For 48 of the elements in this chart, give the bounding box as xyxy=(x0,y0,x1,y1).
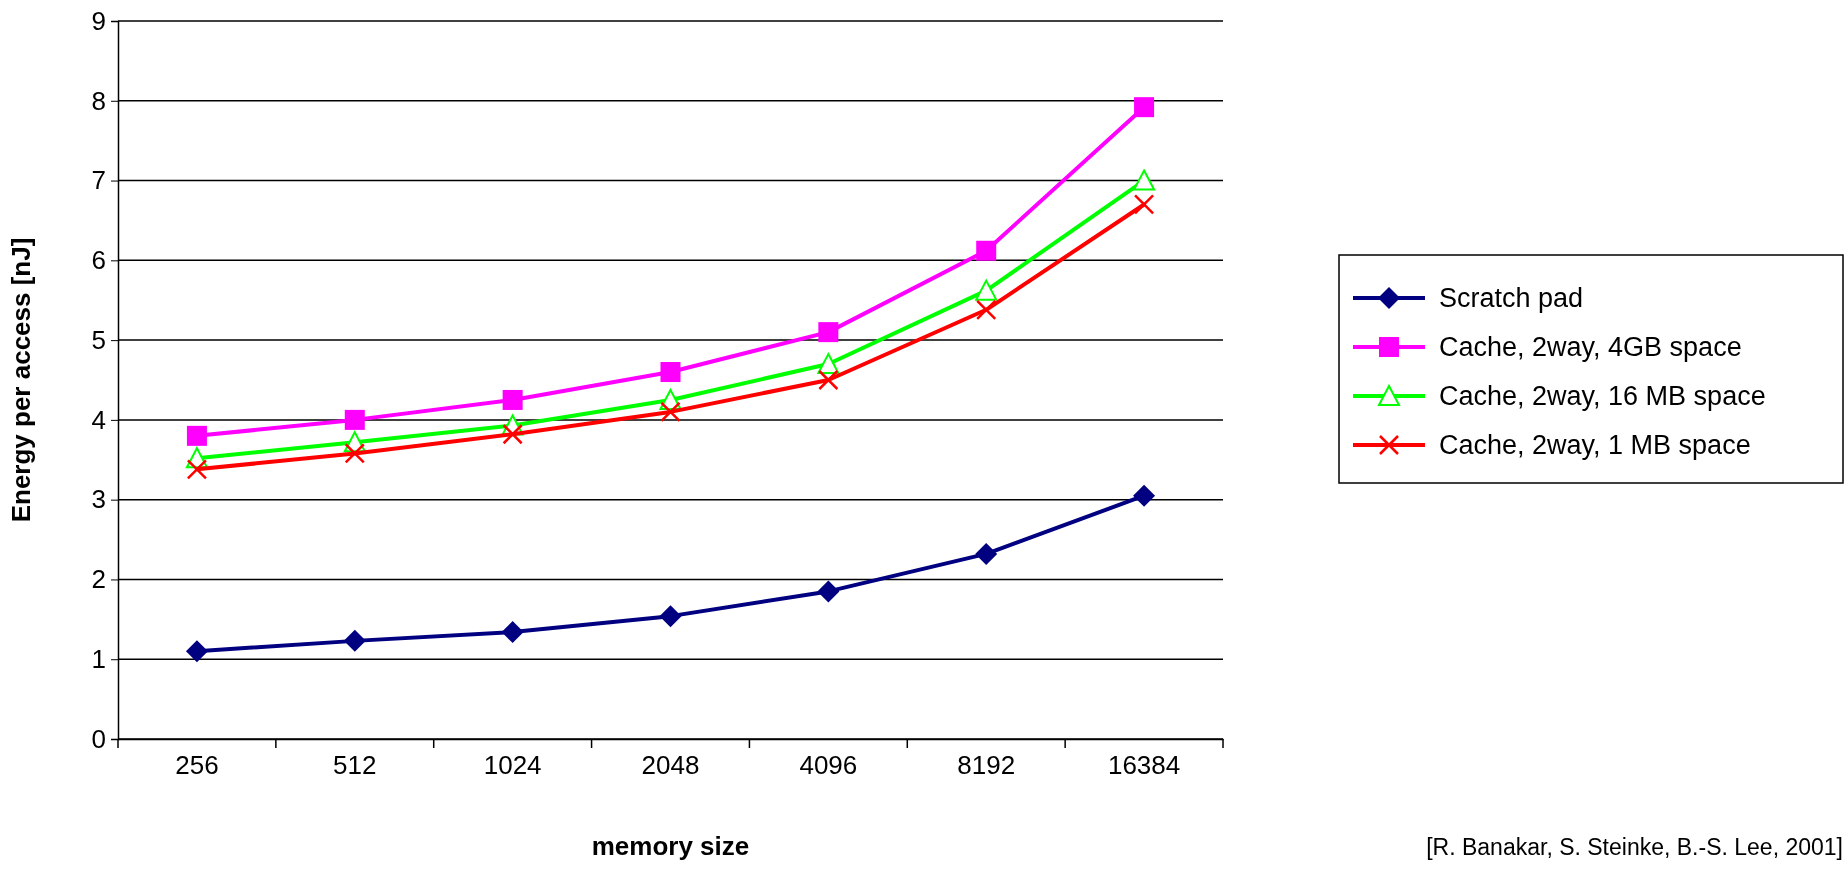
point xyxy=(344,409,365,430)
point xyxy=(817,580,840,603)
x-tick-label: 512 xyxy=(333,750,377,780)
point xyxy=(660,401,681,423)
point xyxy=(976,240,997,261)
y-tick-label: 3 xyxy=(91,484,106,515)
point xyxy=(975,299,997,321)
x-tick-label: 8192 xyxy=(957,750,1016,780)
point xyxy=(1133,169,1156,191)
y-tick-label: 4 xyxy=(91,404,106,435)
y-axis-title: Energy per access [nJ] xyxy=(6,237,36,523)
point xyxy=(817,353,840,375)
legend-label: Scratch pad xyxy=(1439,283,1584,313)
y-tick-label: 8 xyxy=(91,85,106,116)
y-tick-label: 6 xyxy=(91,245,106,276)
x-axis-title: memory size xyxy=(591,831,750,861)
x-tick-label: 256 xyxy=(175,750,219,780)
y-tick-label: 0 xyxy=(91,723,106,754)
y-tick-label: 2 xyxy=(91,564,106,595)
point xyxy=(818,369,839,391)
x-tick-label: 2048 xyxy=(641,750,700,780)
y-tick-label: 5 xyxy=(91,324,106,355)
point xyxy=(975,279,998,301)
legend-label: Cache, 2way, 4GB space xyxy=(1439,332,1742,362)
y-tick-label: 1 xyxy=(91,644,106,675)
point xyxy=(344,443,366,464)
point xyxy=(1134,97,1155,118)
point xyxy=(659,605,682,628)
point xyxy=(186,459,208,480)
point xyxy=(502,389,523,410)
point xyxy=(660,362,681,383)
text: [R. Banakar, S. Steinke, B.-S. Lee, 2001] xyxy=(1426,834,1843,860)
y-tick-label: 7 xyxy=(91,165,106,196)
point xyxy=(1133,484,1156,507)
point xyxy=(501,621,524,644)
point xyxy=(975,542,998,565)
legend-label: Cache, 2way, 1 MB space xyxy=(1439,430,1751,460)
point xyxy=(818,322,839,343)
legend-label: Cache, 2way, 16 MB space xyxy=(1439,381,1766,411)
point xyxy=(1133,194,1155,215)
point xyxy=(343,629,366,652)
point xyxy=(502,424,523,445)
y-tick-label: 9 xyxy=(91,5,106,36)
x-tick-label: 1024 xyxy=(483,750,542,780)
x-tick-label: 16384 xyxy=(1107,750,1181,780)
point xyxy=(186,425,207,446)
x-tick-label: 4096 xyxy=(799,750,858,780)
point xyxy=(185,640,208,663)
